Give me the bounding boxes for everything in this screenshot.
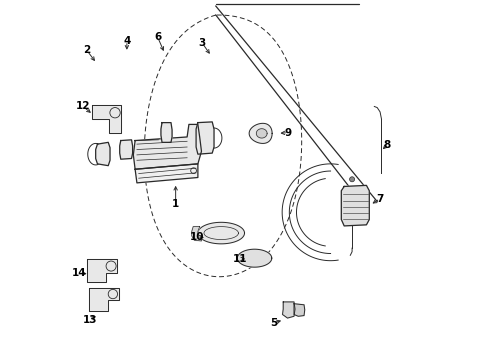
Polygon shape: [135, 164, 198, 183]
Polygon shape: [237, 249, 271, 267]
Text: 8: 8: [383, 140, 390, 150]
Polygon shape: [133, 125, 201, 169]
Polygon shape: [88, 288, 119, 311]
Polygon shape: [282, 302, 294, 318]
Polygon shape: [341, 185, 368, 226]
Text: 3: 3: [198, 38, 205, 48]
Text: 2: 2: [83, 45, 90, 55]
Polygon shape: [196, 122, 214, 154]
Text: 6: 6: [154, 32, 161, 42]
Polygon shape: [120, 140, 132, 159]
Text: 4: 4: [123, 36, 130, 46]
Text: 7: 7: [376, 194, 383, 204]
Polygon shape: [96, 142, 110, 166]
Text: 13: 13: [82, 315, 97, 325]
Text: 11: 11: [232, 254, 247, 264]
Polygon shape: [86, 259, 117, 282]
Polygon shape: [256, 129, 266, 138]
Polygon shape: [198, 222, 244, 244]
Text: 12: 12: [76, 102, 90, 112]
Text: 5: 5: [270, 318, 277, 328]
Polygon shape: [92, 105, 121, 134]
Circle shape: [349, 177, 354, 182]
Text: 1: 1: [172, 199, 179, 210]
Polygon shape: [161, 123, 172, 142]
Text: 10: 10: [189, 232, 204, 242]
Text: 14: 14: [71, 268, 86, 278]
Polygon shape: [191, 226, 201, 241]
Polygon shape: [249, 123, 271, 143]
Polygon shape: [293, 304, 304, 316]
Text: 9: 9: [284, 128, 291, 138]
